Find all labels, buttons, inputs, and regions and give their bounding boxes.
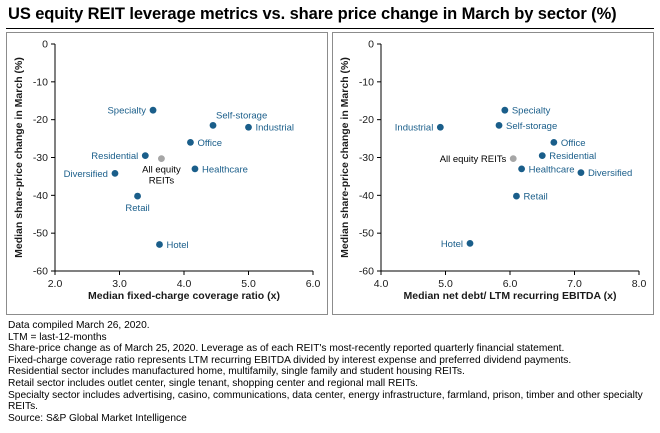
- point-self-storage: [495, 121, 503, 129]
- x-tick-label: 6.0: [503, 278, 518, 290]
- title-divider: [6, 28, 654, 29]
- point-self-storage: [209, 121, 217, 129]
- point-label-all-equity-reits: All equity REITs: [142, 165, 181, 187]
- chart-net-debt-svg: 0 -10 -20 -30 -40 -50 -604.0 5.0 6.0 7.0 8.0 Median…: [339, 39, 647, 303]
- point-label-diversified: Diversified: [588, 168, 632, 179]
- note-residential: Residential sector includes manufactured…: [8, 366, 465, 378]
- x-tick-label: 4.0: [374, 278, 389, 290]
- point-label-retail: Retail: [125, 203, 149, 214]
- point-industrial: [436, 123, 444, 131]
- point-all-equity-reits: [509, 155, 517, 163]
- point-label-retail: Retail: [523, 192, 547, 203]
- point-hotel: [466, 239, 474, 247]
- y-tick-label: 0: [42, 39, 48, 51]
- point-label-hotel: Hotel: [441, 239, 463, 250]
- note-specialty: Specialty sector includes advertising, c…: [8, 389, 643, 413]
- chart-net-debt: 0 -10 -20 -30 -40 -50 -60 4.0 5.0 6.0 7.0 8.0 Median…: [332, 32, 654, 315]
- point-label-healthcare: Healthcare: [529, 164, 575, 175]
- point-retail: [134, 192, 141, 200]
- x-tick-label: 5.0: [241, 278, 256, 290]
- point-residential: [538, 152, 546, 160]
- x-tick-label: 4.0: [177, 278, 192, 290]
- y-tick-label: -60: [33, 266, 48, 278]
- y-tick-label: -50: [359, 228, 374, 240]
- point-label-diversified: Diversified: [64, 169, 108, 180]
- point-label-industrial: Industrial: [395, 123, 434, 134]
- point-all-equity-reits: [158, 155, 165, 163]
- y-axis-label: Median share-price change in March (%): [339, 57, 351, 258]
- note-share-price: Share-price change as of March 25, 2020.…: [8, 343, 565, 355]
- x-tick-label: 5.0: [438, 278, 453, 290]
- point-label-office: Office: [561, 138, 586, 149]
- y-tick-label: 0: [368, 39, 374, 51]
- x-tick-label: 6.0: [306, 278, 321, 290]
- point-healthcare: [191, 165, 199, 173]
- note-ltm: LTM = last-12-months: [8, 331, 107, 343]
- point-label-specialty: Specialty: [107, 106, 146, 117]
- y-tick-label: -10: [359, 76, 374, 88]
- y-tick-label: -40: [33, 190, 48, 202]
- y-tick-label: -60: [359, 266, 374, 278]
- chart-coverage-ratio-svg: 0 -10 -20 -30 -40 -50 -602.0 3.0 4.0 5.0 6.0 Median…: [13, 39, 321, 303]
- point-label-residential: Residential: [91, 151, 138, 162]
- y-tick-label: -20: [33, 114, 48, 126]
- point-retail: [513, 192, 520, 200]
- note-compiled: Data compiled March 26, 2020.: [8, 320, 150, 331]
- point-label-self-storage: Self-storage: [216, 110, 267, 121]
- y-tick-label: -30: [359, 152, 374, 164]
- footnotes: Data compiled March 26, 2020. LTM = last…: [8, 320, 654, 424]
- point-hotel: [156, 241, 163, 248]
- y-axis-label: Median share-price change in March (%): [13, 57, 25, 258]
- point-diversified: [577, 169, 585, 177]
- y-tick-label: -20: [359, 114, 374, 126]
- point-office: [187, 138, 194, 146]
- y-tick-label: -10: [33, 76, 48, 88]
- x-tick-label: 7.0: [567, 278, 582, 290]
- point-diversified: [111, 169, 119, 177]
- point-office: [550, 138, 558, 146]
- point-label-hotel: Hotel: [166, 240, 188, 251]
- point-label-specialty: Specialty: [512, 106, 551, 117]
- point-label-residential: Residential: [549, 151, 596, 162]
- note-source: Source: S&P Global Market Intelligence: [8, 412, 187, 424]
- x-axis-label: Median net debt/ LTM recurring EBITDA (x…: [404, 290, 617, 302]
- y-tick-label: -30: [33, 152, 48, 164]
- note-retail: Retail sector includes outlet center, si…: [8, 377, 418, 389]
- y-tick-label: -40: [359, 190, 374, 202]
- chart-coverage-ratio: 0 -10 -20 -30 -40 -50 -60 2.0 3.0 4.0 5.0 6.0 Median…: [6, 32, 328, 315]
- page-title: US equity REIT leverage metrics vs. shar…: [8, 5, 617, 23]
- x-tick-label: 2.0: [48, 278, 63, 290]
- x-tick-label: 3.0: [112, 278, 127, 290]
- point-specialty: [149, 106, 157, 114]
- x-axis-label: Median fixed-charge coverage ratio (x): [88, 290, 280, 302]
- point-industrial: [245, 123, 252, 131]
- y-tick-label: -50: [33, 228, 48, 240]
- point-specialty: [501, 106, 509, 114]
- point-label-self-storage: Self-storage: [506, 121, 557, 132]
- point-healthcare: [518, 165, 526, 173]
- note-fixed-charge: Fixed-charge coverage ratio represents L…: [8, 354, 572, 366]
- point-label-industrial: Industrial: [256, 123, 295, 134]
- point-residential: [141, 152, 149, 160]
- point-label-all-equity-reits: All equity REITs: [440, 154, 507, 165]
- point-label-office: Office: [197, 138, 222, 149]
- x-tick-label: 8.0: [632, 278, 647, 290]
- point-label-healthcare: Healthcare: [202, 164, 248, 175]
